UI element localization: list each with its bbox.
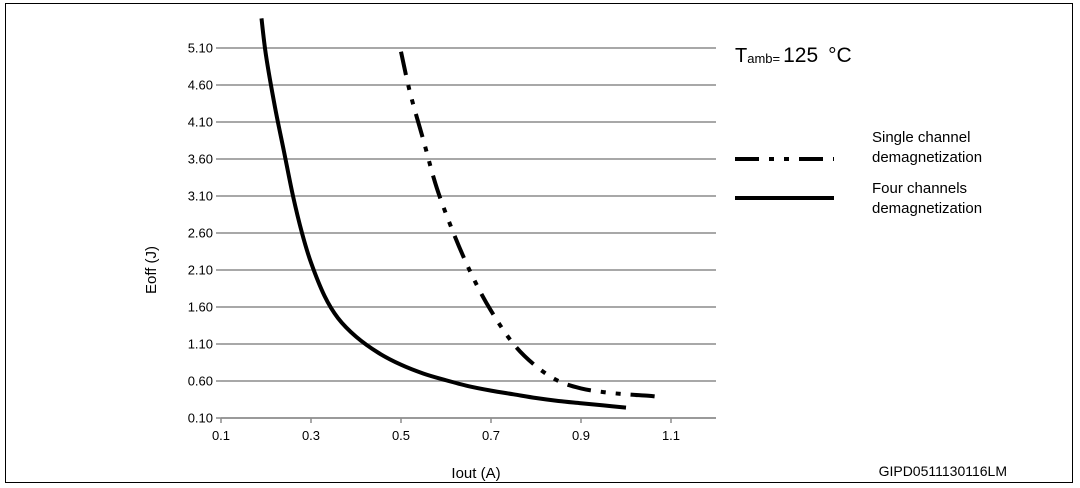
y-axis-label: Eoff (J) (143, 246, 160, 294)
y-tick-label: 3.10 (188, 189, 213, 204)
y-tick-label: 0.60 (188, 374, 213, 389)
temperature-annotation: Tamb= 125 °C (735, 44, 852, 67)
y-tick-label: 1.60 (188, 300, 213, 315)
y-tick-label: 3.60 (188, 152, 213, 167)
y-tick-label: 0.10 (188, 411, 213, 426)
annotation-prefix: T (735, 45, 747, 67)
series-lines (259, 18, 663, 410)
annotation-unit: °C (828, 44, 852, 67)
x-tick-label: 0.9 (572, 428, 590, 443)
legend: Single channel demagnetization Four chan… (735, 129, 982, 217)
annotation-subscript: amb= (747, 51, 780, 66)
series-single-channel-line (399, 51, 663, 400)
y-tick-label: 2.60 (188, 226, 213, 241)
figure-code: GIPD0511130116LM (879, 463, 1007, 479)
legend-label-four-line2: demagnetization (872, 200, 982, 217)
x-tick-label: 0.3 (302, 428, 320, 443)
legend-label-single-line1: Single channel (872, 129, 970, 146)
x-tick-label: 1.1 (662, 428, 680, 443)
x-tick-label: 0.5 (392, 428, 410, 443)
x-tick-labels: 0.1 0.3 0.5 0.7 0.9 1.1 (212, 418, 680, 443)
legend-label-single-line2: demagnetization (872, 149, 982, 166)
y-tick-label: 5.10 (188, 41, 213, 56)
annotation-value: 125 (783, 44, 818, 67)
series-four-channels-line (259, 18, 627, 410)
gridlines (216, 47, 716, 419)
x-tick-label: 0.1 (212, 428, 230, 443)
x-axis-label: Iout (A) (451, 465, 500, 482)
y-tick-labels: 0.10 0.60 1.10 1.60 2.10 2.60 3.10 3.60 4.10 4.60… (188, 41, 213, 426)
legend-label-four-line1: Four channels (872, 180, 967, 197)
x-tick-label: 0.7 (482, 428, 500, 443)
chart-frame (5, 3, 1073, 483)
y-tick-label: 4.10 (188, 115, 213, 130)
y-tick-label: 4.60 (188, 78, 213, 93)
y-tick-label: 1.10 (188, 337, 213, 352)
y-tick-label: 2.10 (188, 263, 213, 278)
